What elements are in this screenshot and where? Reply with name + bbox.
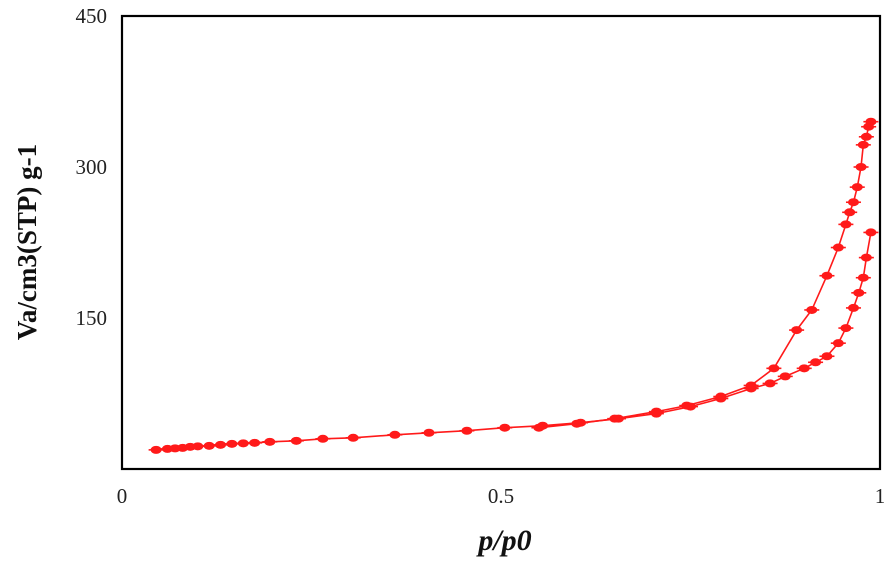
plot-frame [120,14,882,471]
x-tick-label: 0.5 [488,484,514,508]
series-line-0 [156,232,872,451]
y-tick-label: 300 [76,155,108,179]
series-layer [148,117,879,454]
axis-layer: 0 0.5 1 150 300 450 [76,4,886,508]
x-axis-title: p/p0 [475,524,531,557]
series-line-1 [538,121,872,429]
y-tick-label: 450 [76,4,108,28]
y-axis-title: Va/cm3(STP) g-1 [12,144,42,340]
x-tick-label: 1 [875,484,886,508]
x-tick-label: 0 [117,484,128,508]
y-tick-label: 150 [76,306,108,330]
